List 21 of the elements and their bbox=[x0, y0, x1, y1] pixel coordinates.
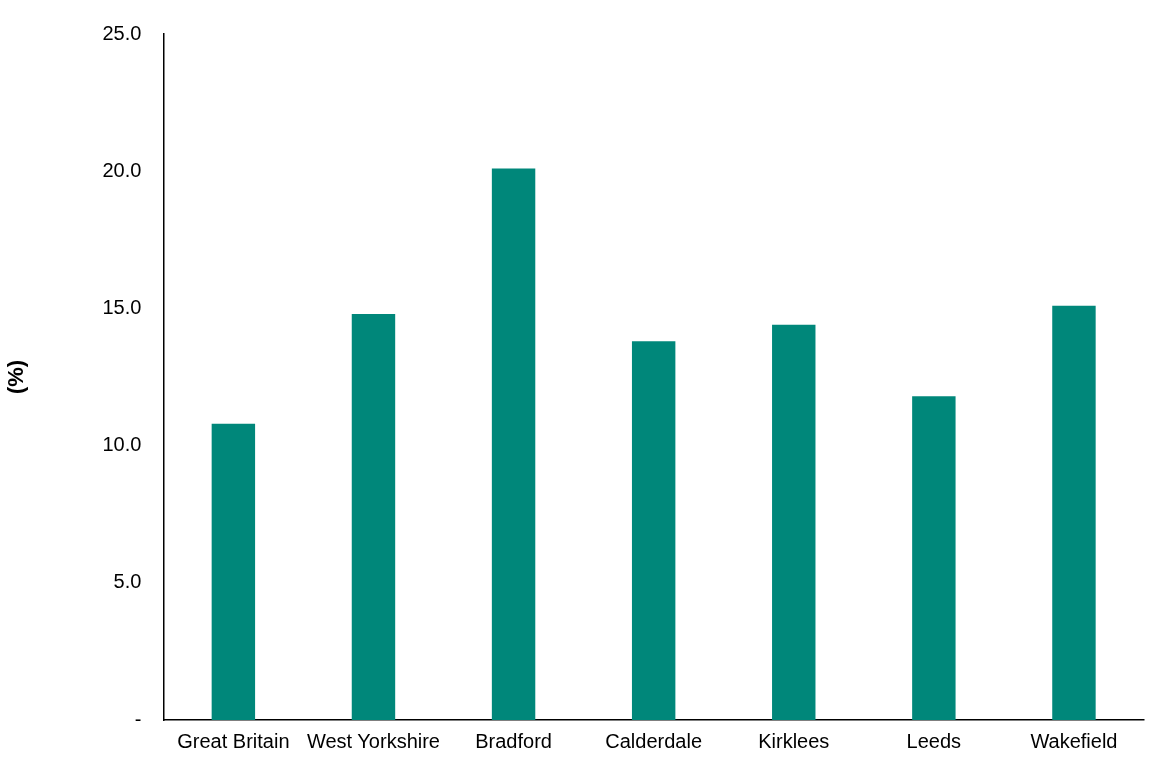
bar bbox=[912, 396, 956, 720]
y-tick-label: 15.0 bbox=[102, 295, 142, 318]
x-tick-label: Great Britain bbox=[177, 729, 290, 752]
x-tick-label: Kirklees bbox=[758, 729, 830, 752]
bar bbox=[211, 423, 256, 720]
y-tick-label: 20.0 bbox=[102, 158, 142, 181]
x-tick-label: West Yorkshire bbox=[306, 729, 440, 752]
y-tick-label: 25.0 bbox=[102, 21, 142, 44]
bar bbox=[491, 168, 536, 720]
bar bbox=[772, 324, 816, 720]
bar bbox=[351, 313, 396, 720]
x-tick-label: Wakefield bbox=[1030, 729, 1118, 752]
y-tick-label: 5.0 bbox=[113, 570, 142, 593]
y-tick-label: - bbox=[134, 707, 142, 730]
y-tick-label: 10.0 bbox=[102, 433, 142, 456]
x-tick-label: Leeds bbox=[906, 729, 962, 752]
y-axis-title: (%) bbox=[3, 359, 29, 395]
bar bbox=[1052, 305, 1096, 720]
x-tick-label: Calderdale bbox=[605, 729, 703, 752]
x-tick-label: Bradford bbox=[475, 729, 552, 752]
bar bbox=[631, 341, 676, 720]
